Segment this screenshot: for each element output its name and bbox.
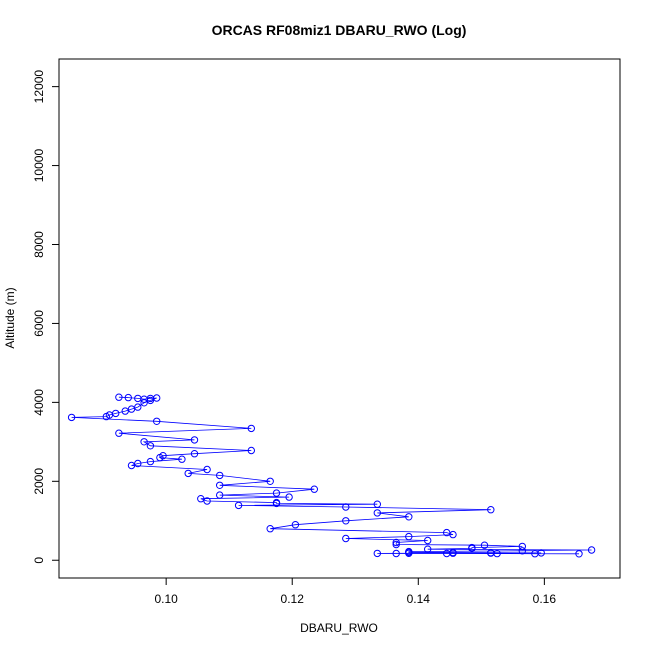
data-point [266,477,274,485]
data-point [487,506,495,514]
x-axis-label: DBARU_RWO [300,621,378,635]
data-point [190,436,199,444]
data-point [203,497,211,505]
data-point [102,412,111,421]
data-point [121,407,129,415]
data-point [392,549,400,558]
data-point [124,393,133,402]
data-point [216,471,224,480]
y-tick-label: 2000 [32,468,46,495]
data-point [493,549,501,558]
data-point [575,550,583,558]
data-point [140,438,148,446]
data-point [203,465,211,474]
y-tick-label: 10000 [32,149,46,183]
data-point [468,544,476,553]
y-tick-label: 6000 [32,310,46,337]
data-point [587,546,596,554]
data-point [443,549,451,558]
data-point [373,509,381,517]
data-point [405,549,413,557]
data-point [197,495,205,503]
series-line [71,396,592,555]
data-point [146,457,155,466]
data-point [234,501,243,510]
data-point [518,547,526,555]
data-point [373,500,381,508]
chart-title: ORCAS RF08miz1 DBARU_RWO (Log) [212,22,467,38]
y-axis-label: Altitude (m) [3,287,17,348]
data-point [153,394,161,402]
data-point [146,396,155,405]
data-point [342,534,350,543]
y-tick-label: 12000 [32,70,46,104]
x-tick-label: 0.14 [407,592,431,606]
data-point [480,541,489,549]
y-tick-label: 8000 [32,231,46,258]
x-tick-label: 0.10 [154,592,178,606]
data-point [146,442,155,450]
data-point [247,424,256,433]
data-point [115,429,123,437]
x-axis: 0.10 0.12 0.14 0.16 [154,578,556,606]
data-point [405,513,413,521]
series-layer [67,393,596,558]
y-tick-label: 0 [32,557,46,564]
data-point [247,446,256,455]
data-point [178,455,186,463]
y-axis: 0 2000 4000 6000 8000 10000 12000 [32,70,59,564]
data-point [424,536,432,545]
data-point [449,530,457,539]
data-point [67,413,76,422]
x-tick-label: 0.16 [533,592,557,606]
data-point [272,499,281,508]
data-point [140,399,148,407]
data-point [216,491,224,499]
data-point [518,542,526,551]
data-point [216,481,224,489]
data-point [342,503,350,511]
data-point [392,538,400,547]
data-point [190,450,199,458]
data-point [310,485,318,493]
data-point [153,417,161,425]
data-point [424,545,432,553]
data-point [392,540,400,549]
data-point [342,517,350,525]
y-tick-label: 4000 [32,389,46,416]
x-tick-label: 0.12 [281,592,305,606]
data-point [373,549,381,558]
data-point [285,493,293,501]
data-point [115,393,123,401]
data-point [272,489,281,497]
plot-frame [58,58,621,579]
data-point [266,525,274,533]
data-point [127,461,136,470]
data-point [184,469,192,478]
data-point [291,521,300,529]
data-point [156,453,164,462]
data-point [405,532,413,541]
data-point [531,550,539,558]
